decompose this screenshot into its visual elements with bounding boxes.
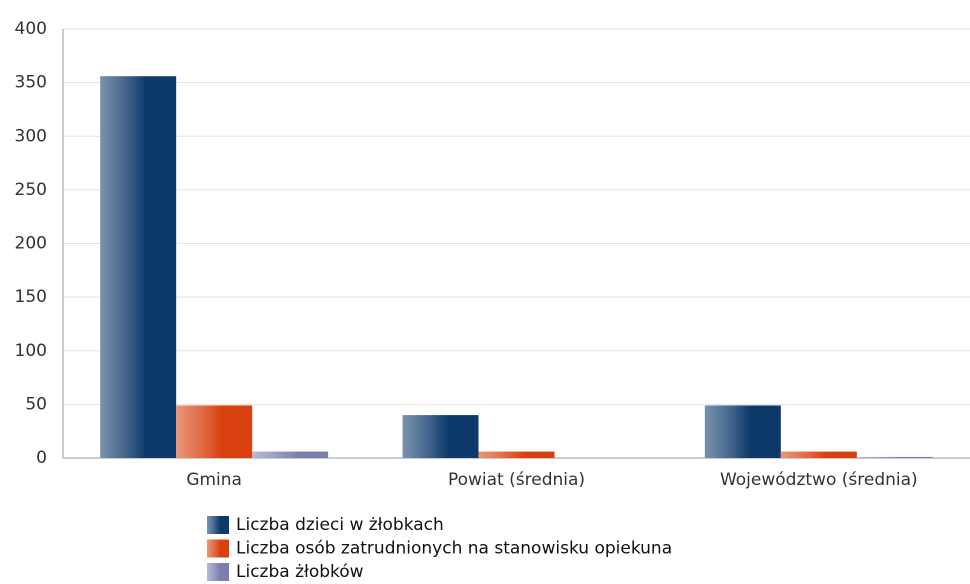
y-tick-label: 400 bbox=[15, 19, 47, 39]
y-tick-label: 250 bbox=[15, 180, 47, 200]
y-tick-label: 200 bbox=[15, 234, 47, 254]
bar bbox=[402, 415, 479, 458]
bar bbox=[704, 405, 781, 458]
y-tick-label: 150 bbox=[15, 287, 47, 307]
y-tick-label: 300 bbox=[15, 126, 47, 146]
y-tick-label: 0 bbox=[36, 448, 47, 468]
y-tick-label: 50 bbox=[25, 394, 47, 414]
x-tick-label: Województwo (średnia) bbox=[720, 470, 918, 490]
bar bbox=[856, 456, 933, 458]
bar bbox=[252, 451, 329, 458]
legend-label: Liczba żłobków bbox=[236, 562, 364, 582]
x-tick-label: Powiat (średnia) bbox=[448, 470, 585, 490]
x-tick-label: Gmina bbox=[186, 470, 242, 490]
y-tick-label: 350 bbox=[15, 73, 47, 93]
legend: Liczba dzieci w żłobkach Liczba osób zatr… bbox=[207, 515, 672, 582]
legend-label: Liczba dzieci w żłobkach bbox=[236, 515, 444, 535]
y-tick-label: 100 bbox=[15, 341, 47, 361]
bar bbox=[100, 76, 177, 458]
bar bbox=[780, 451, 857, 458]
bar bbox=[478, 451, 555, 458]
legend-swatch bbox=[207, 516, 229, 534]
legend-swatch bbox=[207, 539, 229, 558]
legend-label: Liczba osób zatrudnionych na stanowisku … bbox=[236, 539, 672, 559]
legend-swatch bbox=[207, 563, 229, 581]
bar bbox=[176, 405, 253, 458]
